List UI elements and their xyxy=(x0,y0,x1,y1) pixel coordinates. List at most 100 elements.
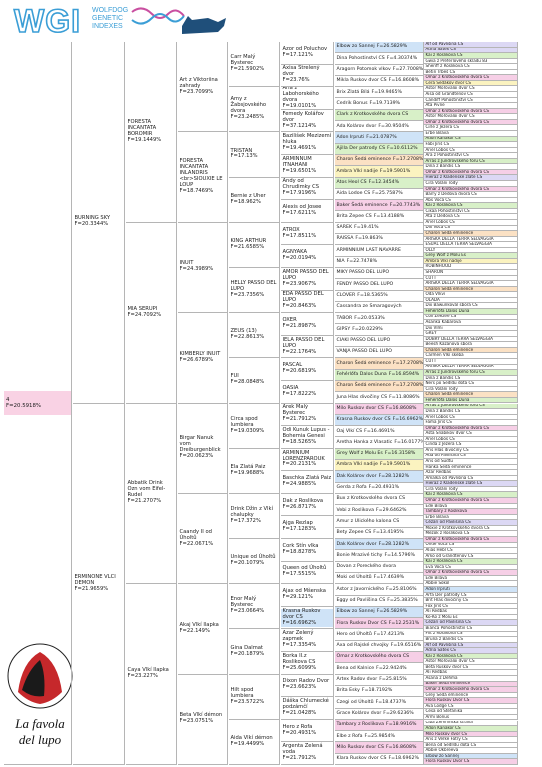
inbreeding-coefficient: F=21.0428% xyxy=(282,710,317,716)
inbreeding-coefficient: F=17.6211% xyxy=(282,209,317,216)
dog-entry: FUI F=28.0848% xyxy=(229,373,279,386)
dog-name: Fehérlőfa Dalos Duna xyxy=(336,372,387,378)
pedigree-cell: Unique od Úholtů F=20.1079% xyxy=(229,539,280,585)
dog-name: Bernie z Uher xyxy=(230,192,266,199)
inbreeding-coefficient: F=26.5829% xyxy=(376,44,408,50)
pedigree-cell: Artex Radov dvor F=25.815% xyxy=(335,674,424,686)
pedigree-cell: Carmen Vlkí skeba xyxy=(424,353,518,359)
pedigree-cell: Ada Kolárov dvor F=30.9504% xyxy=(335,121,424,133)
pedigree-cell: INUIT F=24.3989% xyxy=(178,222,228,314)
pedigree-cell: Caandy II od Úholtů F=22.0671% xyxy=(178,493,228,585)
dog-entry: Carmen Vlkí skeba xyxy=(424,353,517,358)
pedigree-cell: Omar z Krotkovského dvora CS xyxy=(424,498,518,504)
dog-entry: Omar z Krotkovského dvora CS xyxy=(424,425,517,431)
pedigree-cell: OXER F=21.8987% xyxy=(281,313,334,336)
dog-entry: Arfa Der patrody CS xyxy=(424,593,517,598)
pedigree-cell: KIMBERLY INUIT F=26.6789% xyxy=(178,313,228,404)
pedigree-cell: Vebi z Roslikova F=29.6462% xyxy=(335,505,424,517)
inbreeding-coefficient: F=25.7587% xyxy=(372,191,403,197)
dog-entry: Candiff Pohostinství CS xyxy=(424,98,517,103)
dog-entry: Mílo Ruskov dvor CS F=16.8608% xyxy=(335,403,423,414)
dog-name: Kai z Roslikova CS xyxy=(425,203,463,208)
dog-name: ARISKA DELLA TERRA SELVAGGIA xyxy=(425,236,494,241)
dog-entry: GREY xyxy=(424,331,517,336)
pedigree-cell: Clark z Krotkovského dvora CS xyxy=(335,109,424,122)
pedigree-cell: Candiff Pohostinství CS xyxy=(424,97,518,104)
pedigree-cell: Ariel Lobos CS xyxy=(424,436,518,443)
inbreeding-coefficient: F=26.6789% xyxy=(179,356,214,363)
pedigree-cell: Ariel Lobos CS xyxy=(424,219,518,226)
logo-text: WGI xyxy=(14,3,81,39)
dog-name: Adon Irpruti xyxy=(425,587,450,591)
pedigree-cell: Azor od Poluchov F=17.121% xyxy=(281,42,334,65)
dog-entry: Cézari od Pavlišina CS xyxy=(424,520,517,525)
pedigree-cell: Kai z Roslikova CS xyxy=(424,53,518,59)
dog-name: ESUAL DELLA TERRA SELVAGGIA xyxy=(425,242,492,247)
pedigree-cell: Elbow zo Sannej F=26.5829% xyxy=(335,42,424,54)
dog-name: Elbow zo Sannej xyxy=(336,609,375,615)
dog-name: Cira Voláni rody xyxy=(425,486,458,491)
dog-entry: HELLY PASSO DEL LUPO F=23.7356% xyxy=(229,280,279,299)
dog-name: CIAKI PASSO DEL LUPO xyxy=(336,338,391,344)
dog-name: Bety Zepee CS xyxy=(336,530,372,536)
pedigree-cell: Omar z Krotkovského dvora CS xyxy=(424,119,518,126)
dog-name: Astor Mořovaloi dvor CS xyxy=(425,659,475,664)
dog-entry: GIPSY F=20.0229% xyxy=(335,324,423,334)
inbreeding-coefficient: F=12.2531% xyxy=(388,620,420,626)
dog-name: Ata z Dedova CS xyxy=(425,214,460,219)
inbreeding-coefficient: F=4.30374% xyxy=(386,55,418,61)
pedigree-cell: Aris Hlas divočiny CS xyxy=(424,447,518,454)
inbreeding-coefficient: F=19.9465% xyxy=(371,89,402,95)
dog-name: Charon Šedá eminence xyxy=(336,360,392,366)
dog-name: Alf od Pavlišina CS xyxy=(425,42,464,46)
inbreeding-coefficient: F=21.6585% xyxy=(230,243,265,250)
dog-entry: ESUAL DELLA TERRA SELVAGGIA xyxy=(424,242,517,247)
dog-entry: FORESTA INCANTATA BOROMIR F=19.1449% xyxy=(126,119,176,144)
dog-entry: Ata Pivne xyxy=(424,103,517,108)
pedigree-cell: Dixon Radov Dvor F=23.6623% xyxy=(281,674,334,698)
pedigree-cell: Drink Džin z Vlkí chalupky F=17.372% xyxy=(229,493,280,540)
inbreeding-coefficient: F=10.6112% xyxy=(387,146,418,152)
inbreeding-coefficient: F=18.5265% xyxy=(282,438,317,445)
dog-name: Grey Wolf z Molu Es xyxy=(425,253,466,258)
dog-entry: Aris od Sudtu xyxy=(424,459,517,464)
pedigree-cell: ZEUS (13) F=22.8613% xyxy=(229,313,280,359)
dog-name: Mílo Ruskov dvor CS xyxy=(336,405,384,411)
pedigree-cell: VANJA PASSO DEL LUPO xyxy=(335,347,424,359)
inbreeding-coefficient: F=20.4931% xyxy=(368,485,400,491)
dog-name: ERMINONE VLCI DEMON xyxy=(74,573,116,586)
dog-name: Circa spod lumbiera xyxy=(230,415,258,428)
pedigree-cell: Omar z Krotkovského dvora CS xyxy=(424,425,518,432)
dog-entry: Dina Pohostinství CS F=4.30374% xyxy=(335,53,423,63)
dog-entry: Adria Satex CS xyxy=(424,47,517,53)
pedigree-cell: DOBRY DELLA TERRA SELVAGGIA xyxy=(424,336,518,343)
inbreeding-coefficient: F=19.0101% xyxy=(282,102,317,109)
dog-entry: ARMINNIUM LAST NAVARRE xyxy=(335,245,423,255)
dog-name: GIPSY xyxy=(336,326,351,332)
dog-entry: Krasna Ruskov dvor CS F=16.6962% xyxy=(335,414,423,426)
pedigree-cell: PASCAL F=20.6819% xyxy=(281,358,334,381)
dog-entry: Grey Wolf z Molu Es xyxy=(424,253,517,258)
inbreeding-coefficient: F=18.6962% xyxy=(388,756,419,762)
pedigree-cell: Amur z Ulického kalona CS xyxy=(335,516,424,528)
dog-entry: ZEUS (13) F=22.8613% xyxy=(229,328,279,341)
pedigree-cell: OASIA F=17.8222% xyxy=(281,380,334,404)
pedigree-cell: Dak Kolárov dvor F=28.1282% xyxy=(335,539,424,551)
pedigree-cell: Krasna Ruskov dvor CS F=16.6962% xyxy=(281,606,334,630)
dog-entry: Fabi Jiriš CS xyxy=(424,142,517,147)
pedigree-cell: 4 F=20.5918% xyxy=(4,42,72,765)
dog-name: ARMINNUM ITNAHANI xyxy=(282,155,312,168)
dog-entry: Kai z Roslikova CS xyxy=(424,203,517,208)
pedigree-cell: Queen od Úholtů F=17.5515% xyxy=(281,561,334,585)
pedigree-cell: Tambary z Roslikova F=18.9916% xyxy=(335,719,424,732)
dog-name: Ede Bilava xyxy=(425,575,448,580)
dog-name: Hanka Šedá eminence xyxy=(425,464,472,469)
inbreeding-coefficient: F=17.2708% xyxy=(393,157,424,163)
inbreeding-coefficient: F=25.3835% xyxy=(387,597,418,603)
dog-entry: Gina Dalmat F=20.1879% xyxy=(229,645,279,658)
dog-entry: Omar z Krotkovského dvora CS xyxy=(424,169,517,175)
dog-name: Ara z Pohostinství CS xyxy=(425,153,469,158)
dog-name: Tambary z Roslikova xyxy=(425,509,468,514)
pedigree-cell: Aria z Labohorského dvora F=19.0101% xyxy=(281,87,334,110)
pedigree-cell: Hanka Šedá eminence xyxy=(424,464,518,471)
